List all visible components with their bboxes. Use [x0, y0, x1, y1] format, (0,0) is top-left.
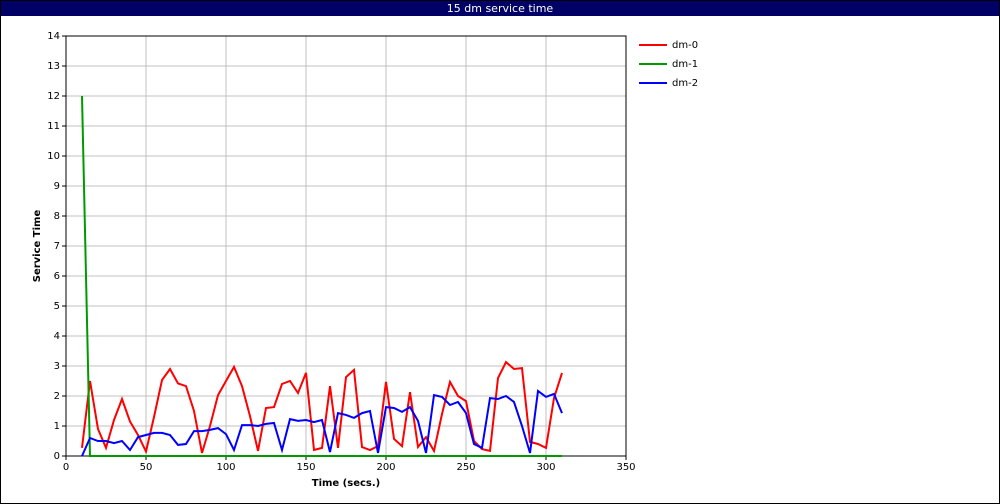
- x-tick-label: 350: [616, 462, 635, 473]
- y-tick-label: 14: [47, 31, 60, 42]
- y-tick-label: 13: [47, 61, 60, 72]
- y-tick-label: 11: [47, 121, 60, 132]
- y-tick-label: 3: [54, 361, 60, 372]
- x-tick-label: 100: [216, 462, 235, 473]
- y-tick-label: 12: [47, 91, 60, 102]
- y-tick-label: 9: [54, 181, 60, 192]
- x-axis-label: Time (secs.): [312, 478, 381, 489]
- y-tick-label: 8: [54, 211, 60, 222]
- legend-label: dm-1: [672, 59, 698, 70]
- x-tick-label: 50: [140, 462, 153, 473]
- x-tick-label: 250: [456, 462, 475, 473]
- legend-label: dm-0: [672, 40, 698, 51]
- y-axis-label: Service Time: [32, 210, 43, 283]
- y-tick-label: 1: [54, 421, 60, 432]
- legend-label: dm-2: [672, 78, 698, 89]
- y-tick-label: 2: [54, 391, 60, 402]
- y-tick-label: 7: [54, 241, 60, 252]
- y-tick-label: 6: [54, 271, 60, 282]
- y-tick-label: 5: [54, 301, 60, 312]
- x-tick-label: 300: [536, 462, 555, 473]
- x-tick-label: 0: [63, 462, 69, 473]
- y-tick-label: 10: [47, 151, 60, 162]
- series-line: [81, 360, 563, 455]
- x-tick-label: 200: [376, 462, 395, 473]
- title-bar: 15 dm service time: [1, 1, 999, 16]
- series-line: [81, 389, 563, 457]
- y-tick-label: 4: [54, 331, 60, 342]
- series-line: [81, 95, 562, 457]
- y-tick-label: 0: [54, 451, 60, 462]
- x-tick-label: 150: [296, 462, 315, 473]
